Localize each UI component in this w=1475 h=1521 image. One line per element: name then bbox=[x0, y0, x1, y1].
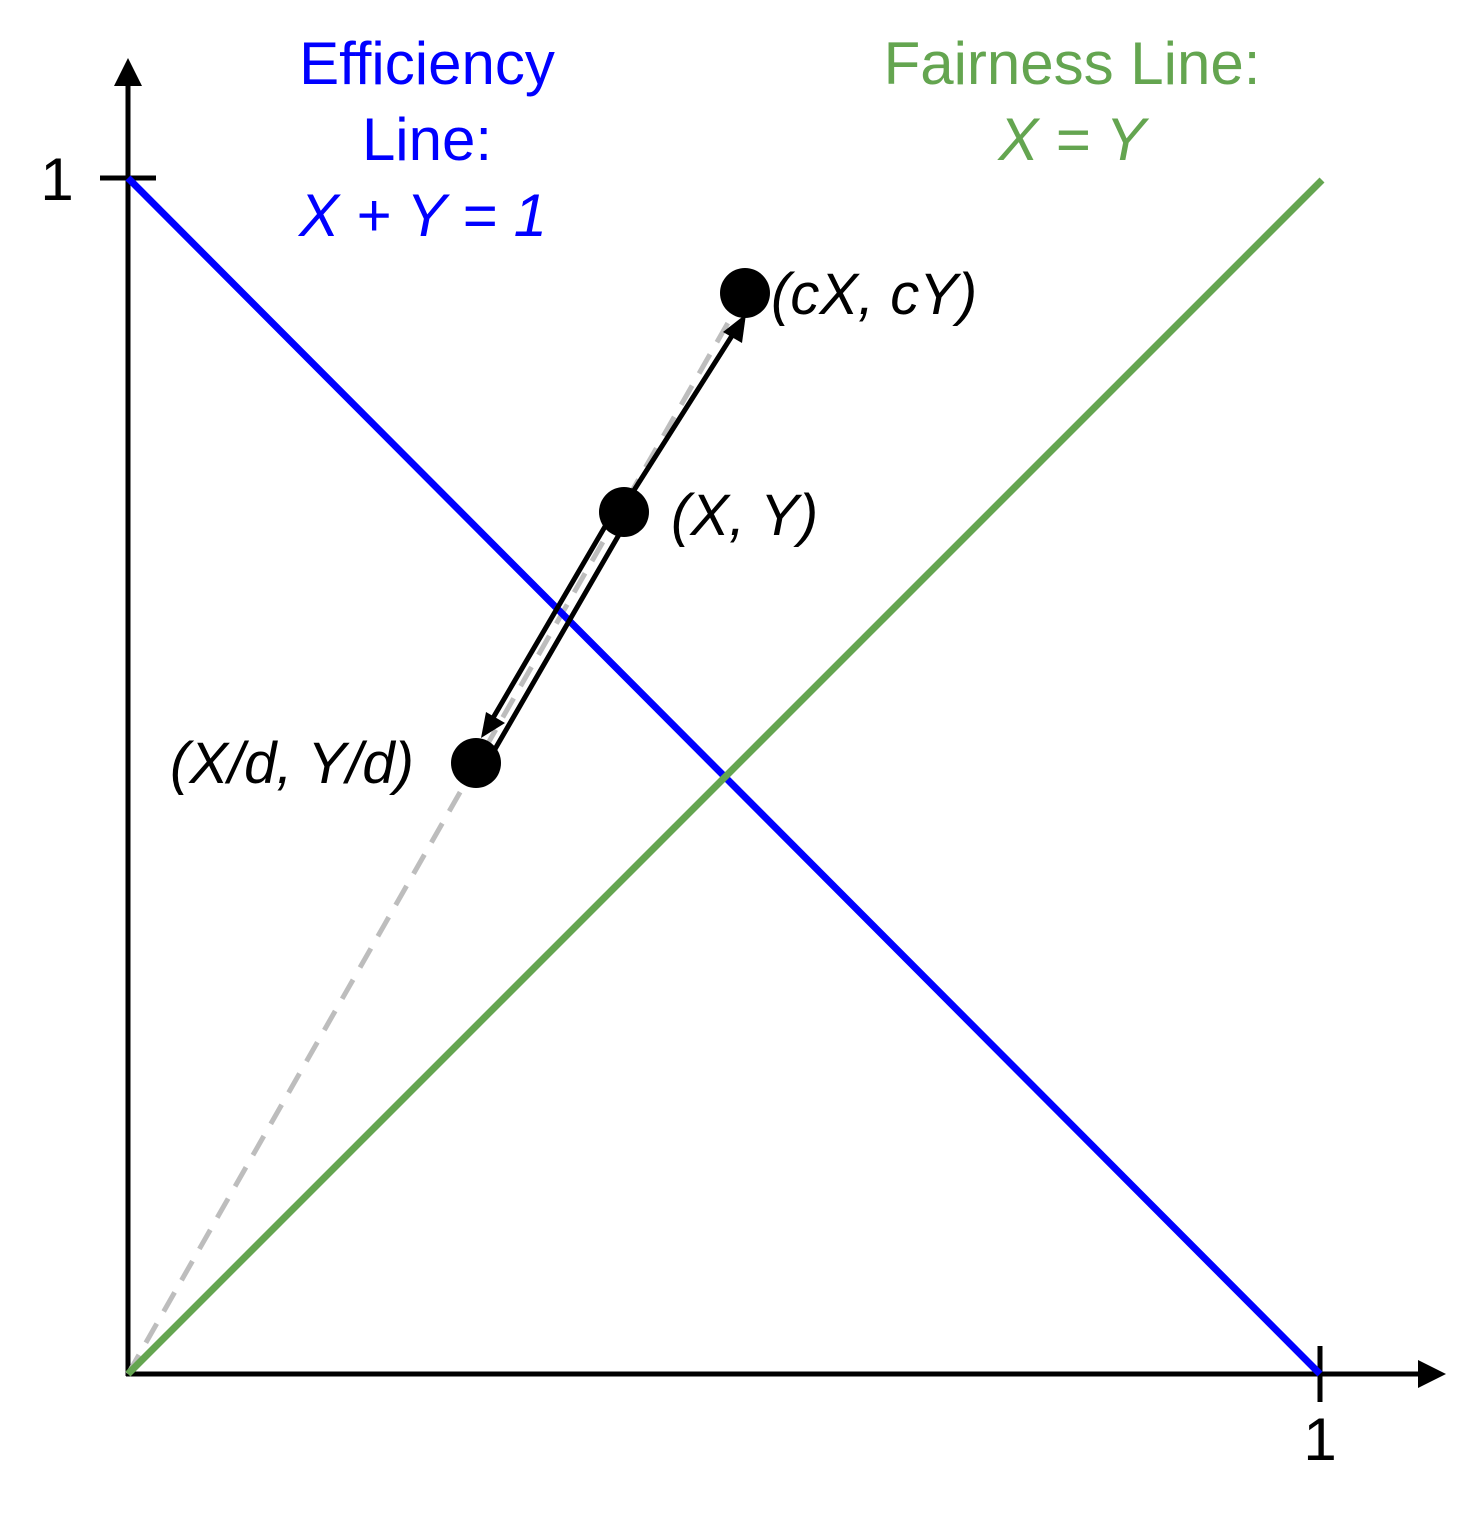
arrow-scale-down-head bbox=[481, 712, 505, 738]
point-scaled-up bbox=[720, 268, 770, 318]
fairness-equation: X = Y bbox=[996, 106, 1149, 173]
efficiency-title-line1: Efficiency bbox=[299, 30, 555, 97]
point-original bbox=[599, 487, 649, 537]
arrow-scale-down bbox=[490, 516, 613, 720]
arrow-scale-up bbox=[628, 329, 738, 497]
efficiency-equation: X + Y = 1 bbox=[297, 182, 547, 249]
arrow-scale-up-head bbox=[723, 314, 746, 343]
point-scaled-down-label: (X/d, Y/d) bbox=[170, 731, 414, 796]
y-axis-arrowhead bbox=[114, 58, 142, 86]
point-scaled-down bbox=[451, 738, 501, 788]
fairness-line bbox=[125, 177, 1325, 1377]
origin-ray-dashed bbox=[125, 291, 748, 1376]
point-scaled-up-label: (cX, cY) bbox=[771, 262, 977, 327]
x-axis-arrowhead bbox=[1418, 1360, 1446, 1388]
x-tick-label: 1 bbox=[1303, 1406, 1336, 1473]
fairness-title: Fairness Line: bbox=[884, 30, 1261, 97]
connector-line bbox=[488, 524, 627, 758]
point-original-label: (X, Y) bbox=[671, 483, 818, 548]
efficiency-title-line2: Line: bbox=[362, 106, 492, 173]
y-tick-label: 1 bbox=[40, 146, 73, 213]
